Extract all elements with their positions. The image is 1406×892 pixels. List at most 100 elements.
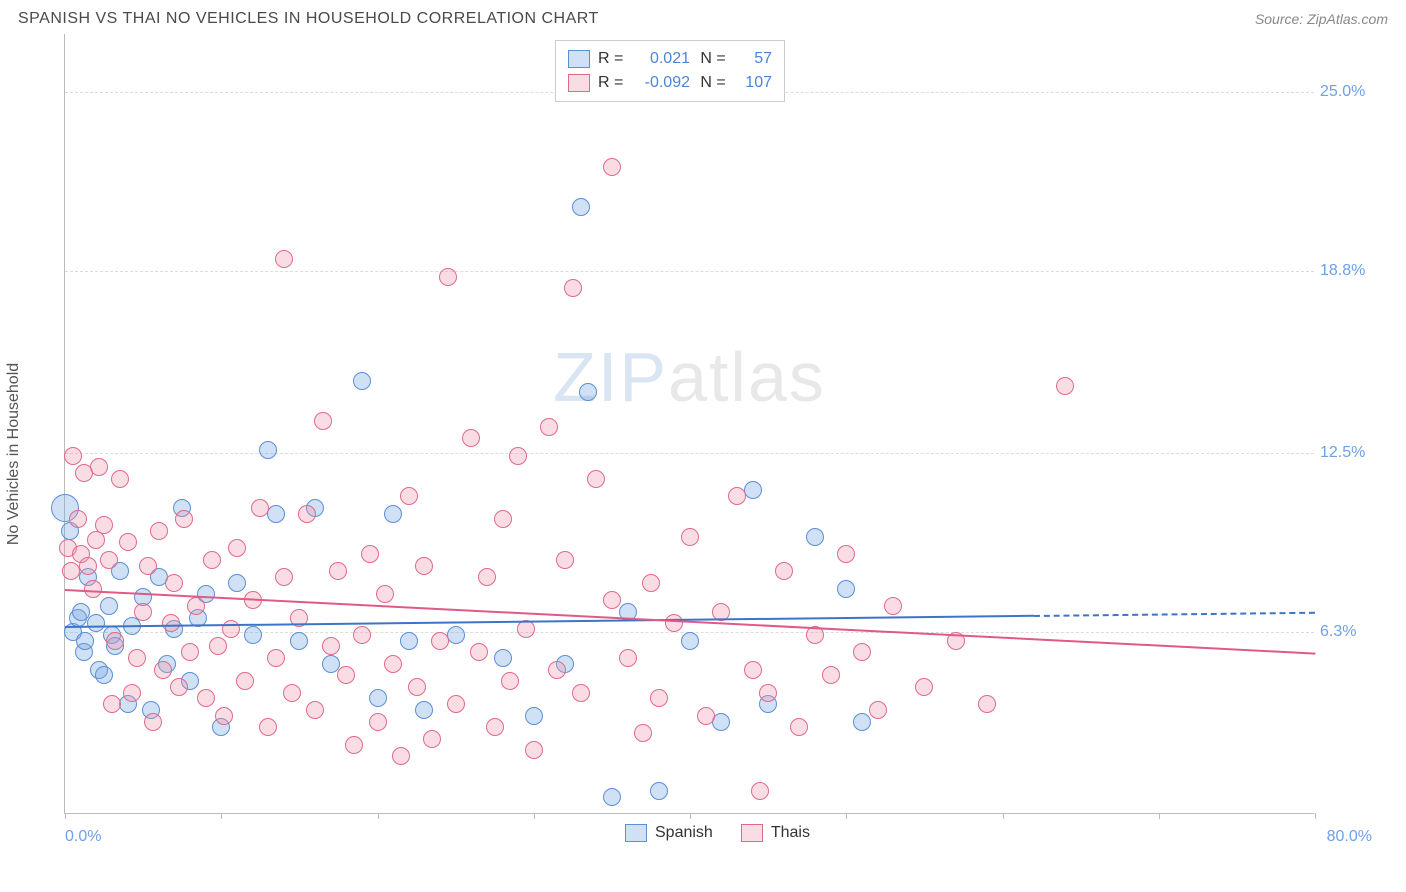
x-tick	[846, 813, 847, 819]
data-point	[494, 510, 512, 528]
x-tick	[65, 813, 66, 819]
data-point	[1056, 377, 1074, 395]
data-point	[697, 707, 715, 725]
data-point	[222, 620, 240, 638]
data-point	[501, 672, 519, 690]
data-point	[259, 441, 277, 459]
data-point	[376, 585, 394, 603]
data-point	[322, 637, 340, 655]
data-point	[228, 574, 246, 592]
data-point	[314, 412, 332, 430]
data-point	[759, 684, 777, 702]
data-point	[853, 713, 871, 731]
data-point	[187, 597, 205, 615]
data-point	[322, 655, 340, 673]
legend-n-value: 107	[736, 74, 772, 92]
data-point	[603, 591, 621, 609]
data-point	[290, 632, 308, 650]
data-point	[134, 603, 152, 621]
data-point	[494, 649, 512, 667]
plot-region: ZIPatlas 6.3%12.5%18.8%25.0%0.0%80.0%R =…	[64, 34, 1314, 814]
data-point	[119, 533, 137, 551]
data-point	[822, 666, 840, 684]
data-point	[642, 574, 660, 592]
watermark-text-b: atlas	[668, 338, 826, 416]
data-point	[64, 447, 82, 465]
data-point	[150, 522, 168, 540]
data-point	[470, 643, 488, 661]
data-point	[87, 614, 105, 632]
legend-row: R =0.021N =57	[568, 47, 772, 71]
data-point	[76, 632, 94, 650]
legend-item: Thais	[741, 824, 810, 842]
source-label: Source: ZipAtlas.com	[1255, 11, 1388, 27]
data-point	[79, 557, 97, 575]
data-point	[806, 528, 824, 546]
data-point	[540, 418, 558, 436]
legend-r-label: R =	[598, 74, 626, 92]
y-tick-label: 18.8%	[1320, 262, 1376, 280]
data-point	[665, 614, 683, 632]
data-point	[744, 661, 762, 679]
title-bar: SPANISH VS THAI NO VEHICLES IN HOUSEHOLD…	[0, 0, 1406, 34]
x-tick	[1159, 813, 1160, 819]
data-point	[728, 487, 746, 505]
data-point	[170, 678, 188, 696]
data-point	[681, 528, 699, 546]
x-min-label: 0.0%	[65, 828, 101, 846]
data-point	[681, 632, 699, 650]
data-point	[84, 580, 102, 598]
data-point	[283, 684, 301, 702]
data-point	[106, 632, 124, 650]
data-point	[165, 574, 183, 592]
chart-area: No Vehicles in Household ZIPatlas 6.3%12…	[18, 34, 1388, 874]
data-point	[587, 470, 605, 488]
y-tick-label: 12.5%	[1320, 444, 1376, 462]
data-point	[650, 782, 668, 800]
data-point	[486, 718, 504, 736]
data-point	[392, 747, 410, 765]
data-point	[251, 499, 269, 517]
legend-n-value: 57	[736, 50, 772, 68]
data-point	[95, 666, 113, 684]
data-point	[837, 545, 855, 563]
data-point	[634, 724, 652, 742]
data-point	[236, 672, 254, 690]
data-point	[384, 655, 402, 673]
data-point	[95, 516, 113, 534]
data-point	[103, 695, 121, 713]
data-point	[884, 597, 902, 615]
data-point	[90, 458, 108, 476]
data-point	[712, 713, 730, 731]
data-point	[564, 279, 582, 297]
data-point	[128, 649, 146, 667]
data-point	[579, 383, 597, 401]
data-point	[837, 580, 855, 598]
y-axis-label: No Vehicles in Household	[5, 363, 23, 545]
data-point	[408, 678, 426, 696]
data-point	[744, 481, 762, 499]
legend-swatch	[625, 824, 647, 842]
data-point	[100, 551, 118, 569]
data-point	[175, 510, 193, 528]
data-point	[228, 539, 246, 557]
gridline	[65, 453, 1314, 454]
data-point	[369, 713, 387, 731]
data-point	[144, 713, 162, 731]
data-point	[111, 470, 129, 488]
data-point	[162, 614, 180, 632]
legend-n-label: N =	[698, 50, 728, 68]
chart-title: SPANISH VS THAI NO VEHICLES IN HOUSEHOLD…	[18, 10, 599, 28]
data-point	[619, 649, 637, 667]
data-point	[556, 551, 574, 569]
data-point	[181, 643, 199, 661]
data-point	[267, 505, 285, 523]
data-point	[203, 551, 221, 569]
x-max-label: 80.0%	[1327, 828, 1372, 846]
legend-series-name: Spanish	[655, 824, 713, 842]
legend-swatch	[568, 74, 590, 92]
data-point	[525, 741, 543, 759]
data-point	[209, 637, 227, 655]
legend-r-value: 0.021	[634, 50, 690, 68]
legend-swatch	[741, 824, 763, 842]
